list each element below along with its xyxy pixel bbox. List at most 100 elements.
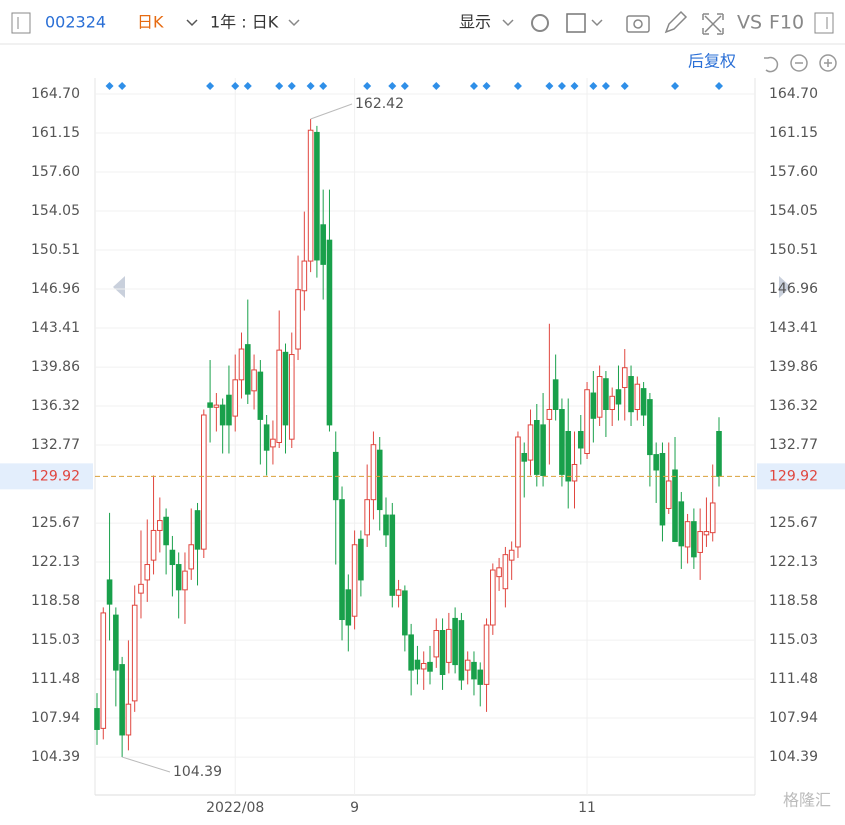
pencil-icon[interactable] (664, 10, 688, 34)
event-marker (400, 82, 409, 90)
candle-body (577, 430, 584, 449)
candle-body (659, 452, 666, 526)
f10-button[interactable]: F10 (769, 12, 804, 34)
undo-icon[interactable] (764, 56, 779, 73)
candle-body (684, 521, 691, 548)
annotation-leader (310, 103, 353, 120)
fullscreen-icon[interactable] (702, 13, 724, 35)
candle-body (496, 567, 502, 578)
chevron[interactable] (591, 19, 603, 27)
candle-body (464, 659, 471, 671)
candle-body (364, 499, 370, 536)
zoom-in[interactable] (819, 54, 837, 72)
candle-body (257, 371, 264, 420)
y-tick-label: 111.48 (31, 671, 80, 687)
y2-tick-label: 157.60 (769, 164, 818, 180)
adjust-mode[interactable]: 后复权 (688, 52, 736, 71)
event-marker (601, 82, 610, 90)
y-tick-label: 143.41 (31, 320, 80, 336)
candle-body (603, 378, 609, 411)
candle-body (508, 549, 515, 561)
candle-body (201, 414, 207, 550)
candle-body (672, 469, 678, 542)
candle-body (559, 409, 565, 475)
chevron[interactable] (502, 19, 514, 27)
candle-body (452, 617, 458, 666)
y2-tick-label: 161.15 (769, 125, 818, 141)
event-marker (306, 82, 315, 90)
y-tick-label: 132.77 (31, 437, 80, 453)
candle-body (383, 514, 389, 536)
watermark: 格隆汇 (783, 791, 831, 810)
candle-body (326, 239, 333, 426)
y2-tick-label: 146.96 (769, 281, 818, 297)
candle-body (113, 614, 119, 671)
event-marker (118, 82, 127, 90)
last-price-label: 129.92 (769, 468, 818, 484)
period[interactable]: 日K (137, 13, 164, 32)
candle-body (138, 583, 144, 594)
chevron[interactable] (288, 19, 300, 27)
candle-body (182, 570, 188, 591)
candle-body (634, 383, 641, 411)
candle-body (207, 402, 213, 408)
candle-body (370, 444, 377, 501)
candle-body (439, 630, 446, 675)
candle-body (295, 289, 301, 350)
stock-code[interactable]: 002324 (45, 13, 106, 32)
candle-body (540, 424, 546, 476)
candle-body (420, 662, 427, 670)
candle-body (144, 564, 151, 581)
candle-body (188, 544, 195, 570)
candle-body (402, 590, 408, 636)
event-marker (275, 82, 284, 90)
candle-body (621, 367, 628, 389)
event-marker (545, 82, 554, 90)
display-menu[interactable]: 显示 (459, 13, 491, 32)
candle-body (314, 131, 320, 261)
candle-body (301, 260, 308, 292)
candle-body (94, 708, 100, 730)
range[interactable]: 1年 : 日K (210, 13, 279, 32)
candle-body (288, 354, 295, 440)
candle-body (716, 430, 722, 477)
event-marker (388, 82, 397, 90)
candle-body (515, 436, 521, 548)
candle-body (307, 129, 314, 262)
y-tick-label: 161.15 (31, 125, 80, 141)
candle-body (471, 661, 477, 680)
y-tick-label: 118.58 (31, 593, 80, 609)
y-tick-label: 157.60 (31, 164, 80, 180)
scroll-left[interactable] (113, 276, 125, 298)
chevron[interactable] (186, 19, 198, 27)
candle-body (194, 510, 201, 550)
zoom-out[interactable] (790, 54, 808, 72)
sidebar-icon[interactable] (11, 12, 31, 34)
scroll-right[interactable] (779, 276, 791, 298)
candle-body (106, 579, 113, 605)
last-price-band (0, 463, 93, 490)
candle-body (376, 449, 383, 511)
candle-body (270, 438, 276, 448)
candle-body (546, 409, 553, 420)
y2-tick-label: 136.32 (769, 398, 818, 414)
y-tick-label: 107.94 (31, 710, 80, 726)
y2-tick-label: 143.41 (769, 320, 818, 336)
panel-icon[interactable] (814, 12, 834, 34)
candle-body (263, 424, 270, 451)
y-tick-label: 136.32 (31, 398, 80, 414)
y-tick-label: 146.96 (31, 281, 80, 297)
candle-body (703, 531, 710, 536)
candle-body (282, 351, 289, 426)
event-marker (671, 82, 680, 90)
y-tick-label: 115.03 (31, 632, 80, 648)
vs-button[interactable]: VS (737, 12, 762, 34)
candle-body (175, 564, 182, 591)
camera-icon[interactable] (626, 15, 650, 33)
candle-body (527, 424, 534, 461)
last-price-label: 129.92 (31, 468, 80, 484)
y-tick-label: 150.51 (31, 242, 80, 258)
candle-body (100, 612, 107, 729)
square-icon[interactable] (566, 13, 586, 33)
settings-icon[interactable] (531, 14, 549, 32)
